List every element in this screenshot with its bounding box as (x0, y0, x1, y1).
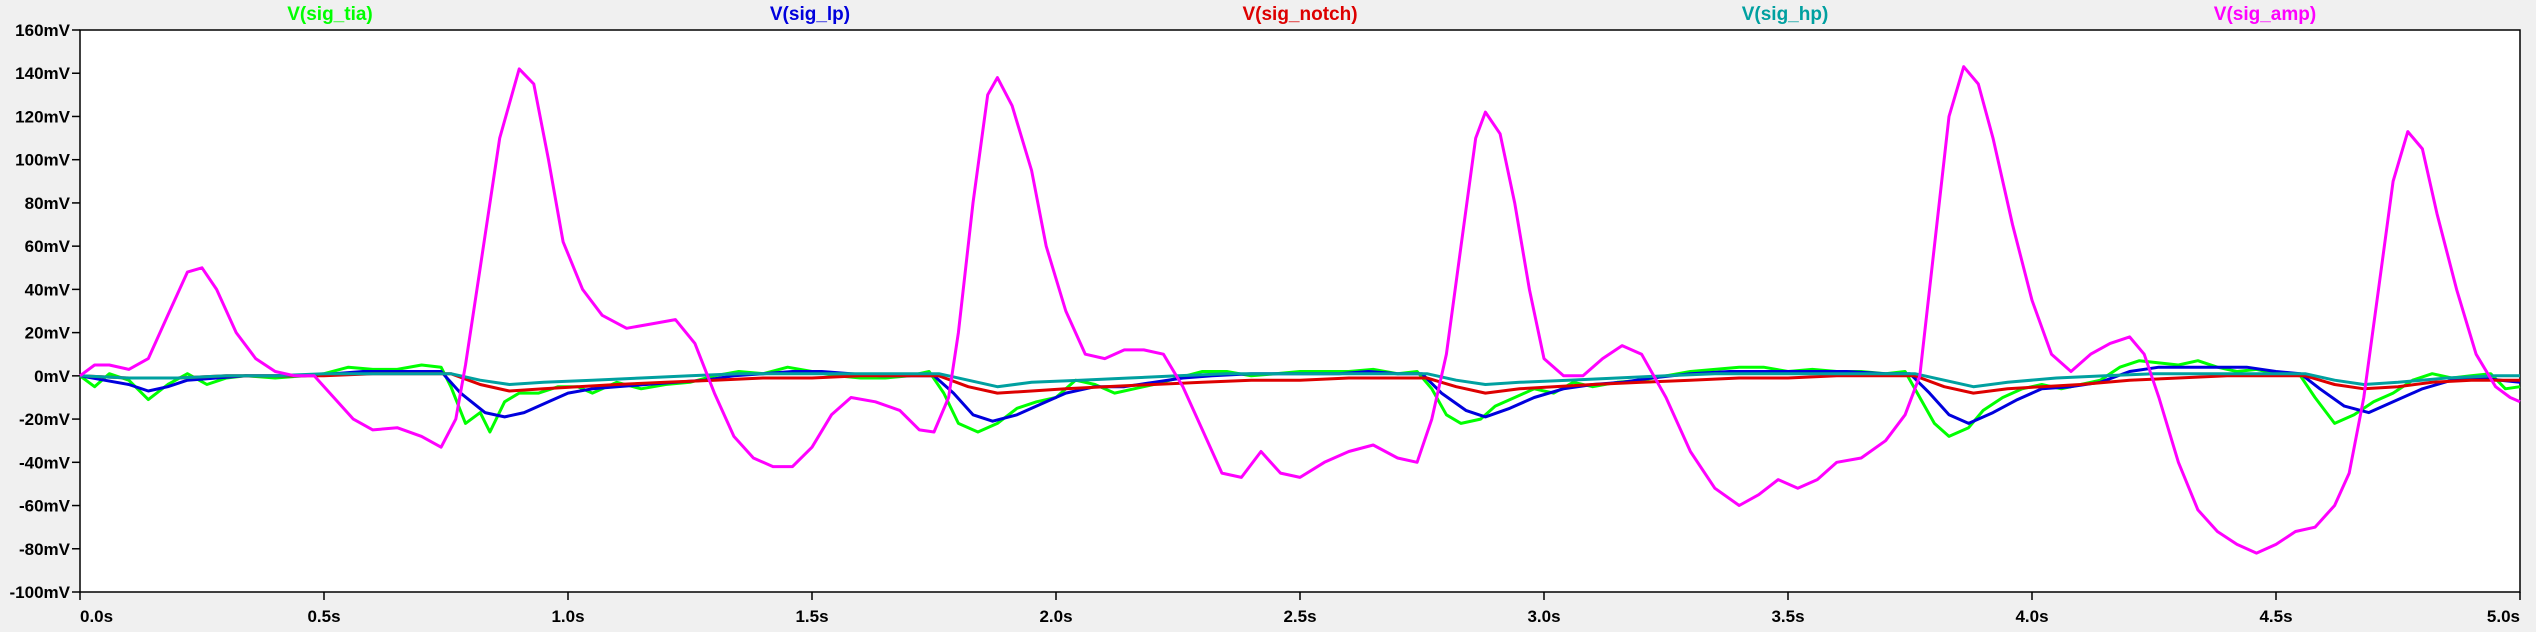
y-axis: 160mV 140mV 120mV 100mV 80mV 60mV 40mV 20mV 0mV -… (10, 21, 80, 602)
x-tick-label: 0.5s (307, 607, 340, 626)
legend-entry[interactable]: V(sig_tia) (287, 4, 373, 25)
y-tick-label: 40mV (25, 280, 71, 299)
y-tick-label: 60mV (25, 237, 71, 256)
x-tick-label: 1.0s (551, 607, 584, 626)
legend-entry[interactable]: V(sig_notch) (1242, 4, 1357, 25)
legend-entry[interactable]: V(sig_lp) (770, 4, 850, 25)
legend-entry[interactable]: V(sig_hp) (1742, 4, 1829, 25)
y-tick-label: 0mV (34, 367, 71, 386)
x-tick-label: 5.0s (2487, 607, 2520, 626)
trace-vsig_tia[interactable] (79, 359, 2521, 438)
legend: V(sig_tia) V(sig_lp) V(sig_notch) V(sig_hp)… (287, 4, 2316, 25)
x-tick-label: 3.5s (1771, 607, 1804, 626)
trace-vsig_notch[interactable] (79, 372, 2520, 395)
x-tick-label: 4.0s (2015, 607, 2048, 626)
y-tick-label: -80mV (19, 540, 71, 559)
y-tick-label: 140mV (15, 64, 70, 83)
x-tick-label: 2.0s (1039, 607, 1072, 626)
legend-entry[interactable]: V(sig_amp) (2214, 4, 2316, 25)
y-tick-label: -100mV (10, 583, 71, 602)
x-tick-label: 0.0s (80, 607, 113, 626)
x-tick-label: 1.5s (795, 607, 828, 626)
plot-area[interactable] (79, 29, 2521, 593)
x-tick-label: 4.5s (2259, 607, 2292, 626)
y-tick-label: 100mV (15, 151, 70, 170)
y-tick-label: -40mV (19, 453, 71, 472)
y-tick-label: 160mV (15, 21, 70, 40)
x-tick-label: 2.5s (1283, 607, 1316, 626)
y-tick-label: -60mV (19, 497, 71, 516)
y-tick-label: 80mV (25, 194, 71, 213)
trace-vsig_amp[interactable] (79, 65, 2521, 555)
x-axis: 0.0s 0.5s 1.0s 1.5s 2.0s 2.5s 3.0s 3.5s 4.0s 4.5s… (79, 592, 2521, 626)
x-tick-label: 3.0s (1527, 607, 1560, 626)
y-tick-label: 120mV (15, 107, 70, 126)
trace-vsig_hp[interactable] (79, 372, 2520, 389)
traces (79, 65, 2521, 555)
y-tick-label: -20mV (19, 410, 71, 429)
y-tick-label: 20mV (25, 324, 71, 343)
